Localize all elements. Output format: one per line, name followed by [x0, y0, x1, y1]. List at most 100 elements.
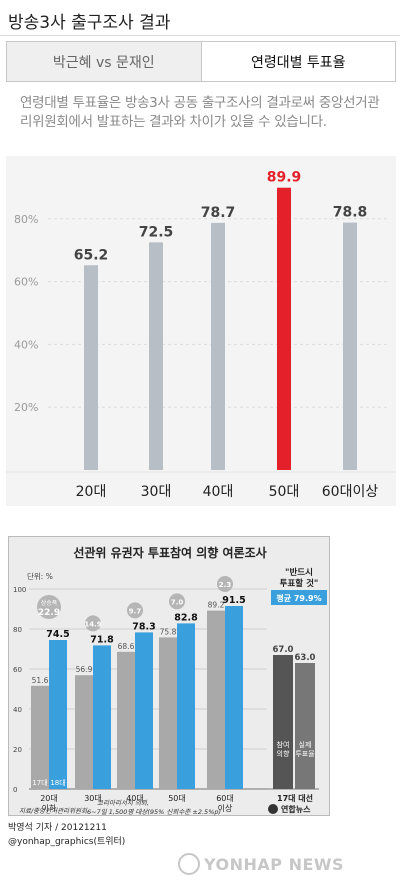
x-tick-label: 30대 [84, 794, 102, 803]
source-label: 지료/중앙선거관리위원회 [19, 807, 88, 815]
tab-bar: 박근혜 vs 문재인 연령대별 투표율 [6, 41, 396, 82]
value-label: 71.8 [90, 634, 114, 645]
bar-60대이상 [343, 222, 357, 470]
bar-18 [49, 640, 67, 789]
increase-value: 14.9 [84, 620, 101, 628]
disclaimer-note: 연령대별 투표율은 방송3사 공동 출구조사의 결과로써 중앙선거관리위원회에서… [20, 95, 380, 130]
watermark-text: YONHAP NEWS [204, 854, 345, 874]
bar-17 [117, 651, 135, 789]
tab-age-turnout[interactable]: 연령대별 투표율 [201, 42, 395, 81]
x-tick-label: 50대 [168, 794, 186, 803]
increase-value: 22.9 [38, 608, 60, 618]
increase-circle [37, 595, 61, 619]
value-label: 78.8 [333, 205, 368, 221]
bar-17 [75, 675, 93, 789]
logo-text: 연합뉴스 [281, 804, 311, 814]
x-tick-label: 20대 [40, 794, 58, 803]
y-tick-label: 40% [14, 338, 38, 351]
election17-bar-label: 투표율 [295, 750, 315, 758]
page-title: 방송3사 출구조사 결과 [8, 13, 171, 33]
bar-18 [225, 606, 243, 789]
election17-bar-label: 참여 [277, 740, 290, 749]
y-tick-label: 0 [13, 786, 17, 794]
value-label: 67.0 [273, 645, 294, 655]
y-tick-label: 100 [13, 586, 26, 594]
bar-50대 [277, 187, 291, 471]
x-tick-label: 60대이상 [322, 484, 379, 500]
election17-bar [273, 655, 293, 789]
x-tick-label: 60대 [216, 794, 234, 803]
bar-40대 [211, 222, 225, 470]
method-label: 코리아리서치 의뢰, [97, 799, 149, 807]
x-tick-label: 40대 [126, 794, 144, 803]
value-label: 65.2 [74, 247, 109, 263]
increase-value: 9.7 [129, 607, 142, 615]
y-tick-label: 40 [13, 706, 22, 714]
y-tick-label: 20 [13, 746, 22, 754]
increase-label: 상승폭 [41, 599, 58, 607]
yonhap-logo-icon [178, 853, 200, 875]
increase-circle [169, 593, 185, 610]
increase-circle [217, 576, 233, 592]
y-tick-label: 80% [14, 213, 38, 226]
watermark: YONHAP NEWS [178, 853, 344, 875]
value-label: 89.9 [267, 170, 302, 186]
value-label: 82.8 [174, 612, 198, 623]
bar-30대 [149, 242, 163, 470]
y-tick-label: 60 [13, 666, 22, 674]
bar-18 [135, 632, 153, 789]
value-label: 78.7 [201, 205, 236, 221]
bar-18 [177, 623, 195, 789]
yonhap-logo-icon [268, 804, 278, 814]
bar-17 [159, 637, 177, 789]
tab-candidates[interactable]: 박근혜 vs 문재인 [7, 42, 202, 81]
election17-bar-label: 실제 [299, 740, 312, 749]
value-label: 68.6 [118, 642, 135, 651]
x-tick-label: 이하 [42, 803, 57, 813]
callout-avg: 평균 79.9% [276, 593, 321, 603]
x-tick-label: 이상 [218, 803, 233, 813]
increase-circle [85, 615, 101, 632]
bar-17 [207, 610, 225, 789]
value-label: 56.9 [76, 665, 93, 674]
x-tick-label: 40대 [203, 484, 234, 500]
twitter-credit: @yonhap_graphics(트위터) [8, 837, 126, 847]
bar-18 [93, 645, 111, 789]
callout-text: "반드시 [285, 567, 313, 578]
election17-bar-label: 의향 [277, 749, 290, 758]
x-tick-label: 17대 대선 [277, 793, 313, 803]
value-label: 51.6 [32, 676, 49, 685]
bar-17 [31, 685, 49, 789]
value-label: 89.2 [208, 601, 225, 610]
y-tick-label: 60% [14, 276, 38, 289]
value-label: 72.5 [139, 224, 174, 240]
infographic-title: 선관위 유권자 투표참여 의향 여론조사 [73, 545, 266, 560]
increase-value: 2.3 [219, 581, 232, 589]
y-tick-label: 80 [13, 626, 22, 634]
series-label: 17대 [32, 779, 47, 787]
x-tick-label: 20대 [76, 484, 107, 500]
value-label: 74.5 [46, 629, 69, 640]
callout-text: 투표할 것" [280, 578, 319, 589]
election17-bar [295, 663, 315, 789]
increase-circle [127, 602, 143, 619]
series-label: 18대 [50, 779, 65, 787]
age-turnout-svg: 20% 40% 60% 80% 65.2 20대 72.5 30대 78.7 40대 89.9 50대… [6, 170, 396, 500]
x-tick-label: 30대 [141, 484, 172, 500]
unit-label: 단위: % [27, 571, 53, 581]
callout-avg-box [271, 590, 327, 605]
x-tick-label: 50대 [269, 484, 300, 500]
y-tick-label: 20% [14, 401, 38, 414]
value-label: 63.0 [295, 653, 316, 663]
method-label: 6~7일 1,500명 대상(95% 신뢰수준 ±2.5%p) [87, 808, 221, 816]
value-label: 91.5 [222, 595, 245, 606]
author-credit: 박영석 기자 / 20121211 [8, 823, 107, 833]
age-turnout-chart: 20% 40% 60% 80% 65.2 20대 72.5 30대 78.7 40대 89.9 50대… [6, 156, 396, 506]
page-header: 방송3사 출구조사 결과 [0, 0, 400, 36]
value-label: 75.8 [160, 627, 177, 636]
increase-value: 7.0 [171, 598, 184, 606]
value-label: 78.3 [132, 621, 155, 632]
bar-20대 [84, 265, 98, 470]
